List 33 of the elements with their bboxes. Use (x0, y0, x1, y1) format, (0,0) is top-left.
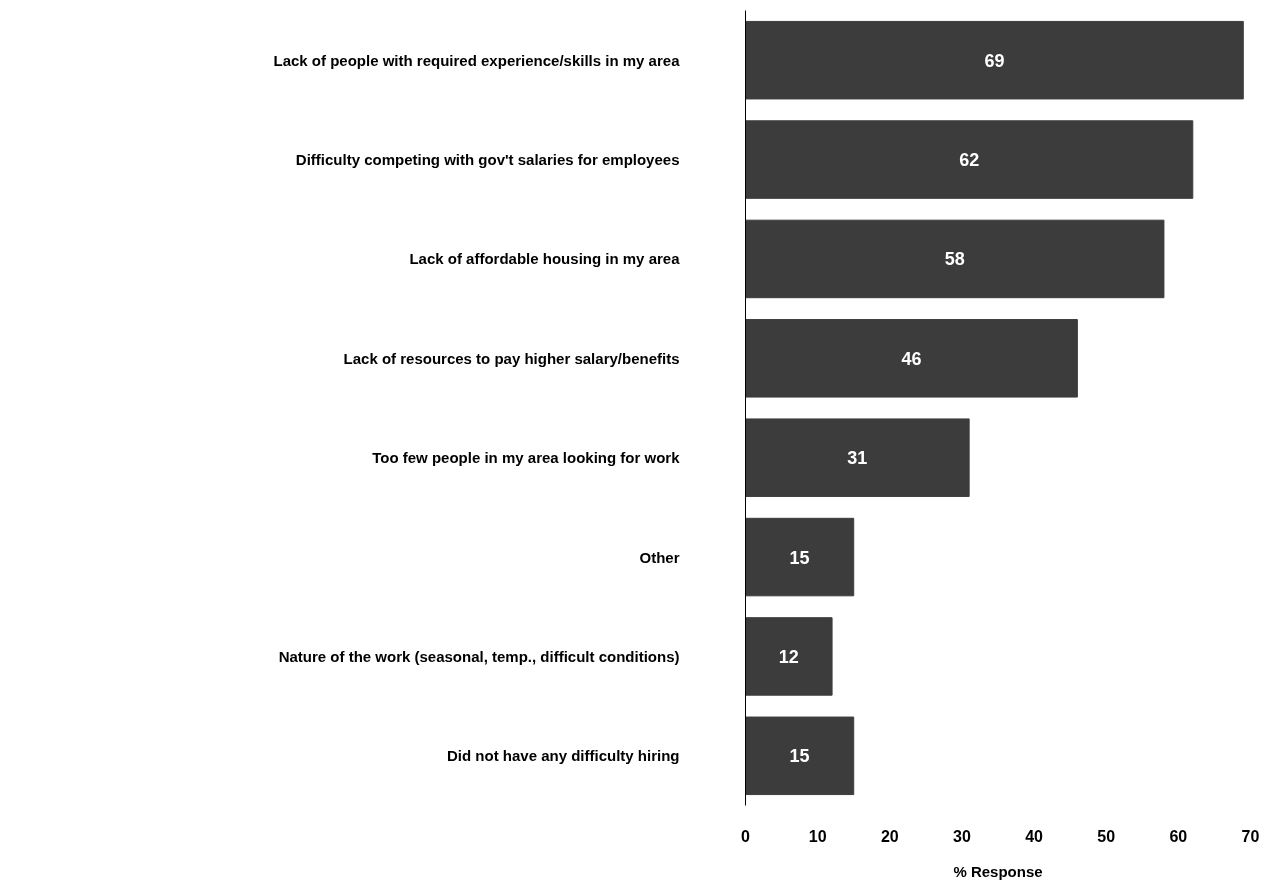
x-axis-title: % Response (953, 862, 1043, 880)
data-label: 62 (959, 150, 980, 171)
bar (745, 319, 1078, 398)
bar (745, 120, 1194, 199)
x-tick-label: 70 (1241, 827, 1260, 845)
x-tick-label: 20 (880, 827, 899, 845)
y-tick-label: Nature of the work (seasonal, temp., difficult conditions) (278, 647, 680, 665)
data-label: 15 (789, 547, 810, 568)
x-tick-label: 40 (1025, 827, 1044, 845)
x-tick-label: 30 (953, 827, 971, 845)
y-tick-label: Lack of resources to pay higher salary/benefits (343, 349, 680, 367)
data-label: 12 (778, 646, 799, 667)
x-tick-label: 60 (1169, 827, 1188, 845)
y-tick-label: Lack of people with required experience/skills in my area (273, 51, 681, 69)
x-tick-label: 50 (1097, 827, 1116, 845)
data-label: 58 (944, 249, 965, 270)
bar (745, 517, 855, 597)
x-tick-label: 10 (808, 827, 827, 845)
data-label: 31 (847, 448, 868, 469)
bar (745, 418, 970, 497)
data-label: 15 (789, 746, 810, 767)
data-label: 46 (901, 348, 922, 369)
bar (745, 716, 855, 796)
bar (745, 20, 1244, 100)
x-tick-label: 0 (741, 827, 751, 845)
y-tick-label: Other (639, 548, 680, 566)
y-tick-label: Lack of affordable housing in my area (409, 250, 681, 268)
y-tick-label: Did not have any difficulty hiring (446, 747, 680, 765)
bar (745, 219, 1165, 299)
data-label: 69 (984, 50, 1005, 71)
y-tick-label: Difficulty competing with gov't salaries for employees (295, 151, 680, 169)
y-tick-label: Too few people in my area looking for work (372, 449, 681, 467)
bar (745, 617, 833, 696)
